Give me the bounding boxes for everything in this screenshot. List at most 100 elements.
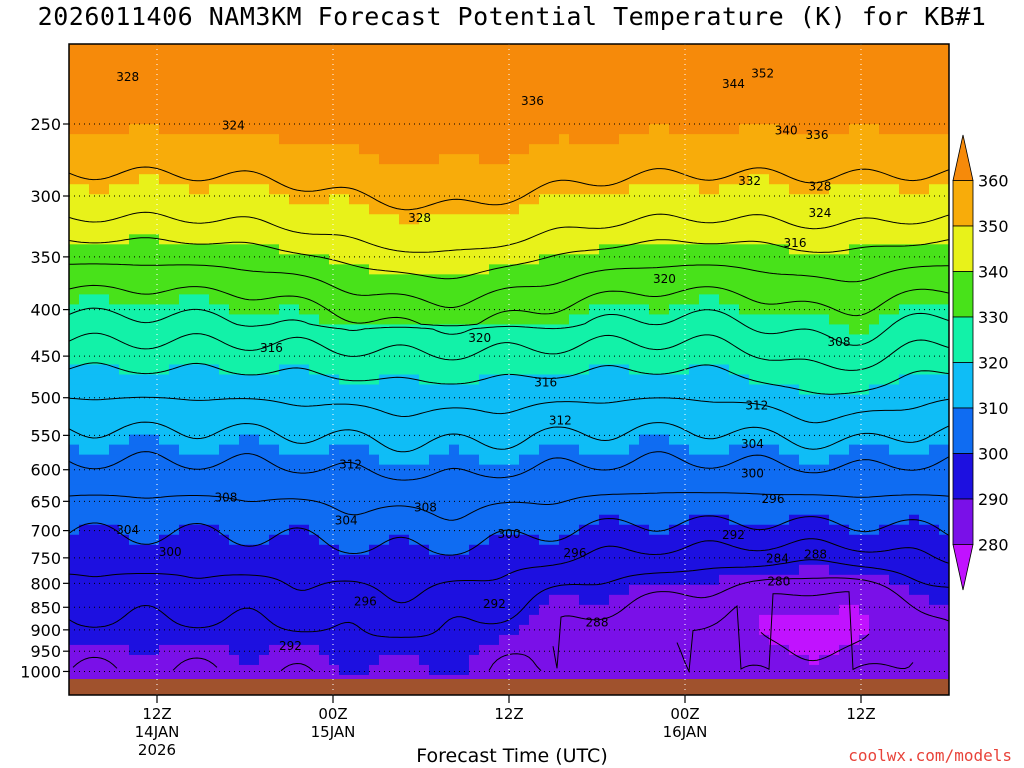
contour-label: 344 bbox=[722, 77, 745, 91]
contour-label: 292 bbox=[722, 528, 745, 542]
y-tick-label: 450 bbox=[30, 347, 61, 366]
contour-label: 320 bbox=[468, 331, 491, 345]
contour-label: 292 bbox=[483, 597, 506, 611]
contour-label: 304 bbox=[116, 523, 139, 537]
y-tick-label: 600 bbox=[30, 461, 61, 480]
y-tick-label: 400 bbox=[30, 301, 61, 320]
y-tick-label: 1000 bbox=[20, 662, 61, 681]
colorbar-label: 310 bbox=[978, 399, 1009, 418]
colorbar-segment bbox=[952, 271, 974, 318]
x-tick-label: 00Z bbox=[318, 705, 347, 723]
x-tick-date: 16JAN bbox=[663, 723, 708, 741]
y-tick-label: 800 bbox=[30, 574, 61, 593]
contour-labels: 328 336 344 352 324 340 336 332 328 324 328 316 320 3… bbox=[116, 67, 850, 654]
y-tick-label: 650 bbox=[30, 492, 61, 511]
grid-lines bbox=[69, 44, 949, 695]
y-tick-label: 950 bbox=[30, 642, 61, 661]
contour-line bbox=[69, 421, 949, 453]
contour-label: 284 bbox=[766, 551, 789, 565]
colorbar-segment bbox=[952, 180, 974, 227]
x-tick-label: 12Z bbox=[494, 705, 523, 723]
contour-label: 328 bbox=[808, 180, 831, 194]
contour-label: 288 bbox=[586, 615, 609, 629]
y-tick-label: 350 bbox=[30, 248, 61, 267]
x-tick-date: 14JAN bbox=[135, 723, 180, 741]
colorbar: 280 290 300 310 320 330 340 350 360 bbox=[952, 134, 1009, 591]
contour-label: 336 bbox=[521, 94, 544, 108]
colorbar-label: 320 bbox=[978, 354, 1009, 373]
contour-label: 300 bbox=[498, 527, 521, 541]
contour-line bbox=[69, 307, 949, 346]
y-tick-label: 500 bbox=[30, 389, 61, 408]
contour-label: 336 bbox=[806, 128, 829, 142]
ground-surface bbox=[69, 679, 949, 695]
y-tick-label: 700 bbox=[30, 522, 61, 541]
y-tick-label: 750 bbox=[30, 549, 61, 568]
contour-label: 324 bbox=[222, 119, 245, 133]
contour-label: 316 bbox=[260, 341, 283, 355]
contour-label: 280 bbox=[767, 574, 790, 588]
potential-temperature-fill bbox=[69, 44, 949, 695]
contour-label: 352 bbox=[751, 67, 774, 81]
contour-lines bbox=[69, 166, 949, 674]
colorbar-label: 280 bbox=[978, 536, 1009, 555]
contour-line bbox=[69, 166, 949, 211]
colorbar-segment bbox=[952, 225, 974, 272]
colorbar-segment bbox=[952, 316, 974, 363]
colorbar-segment bbox=[952, 407, 974, 454]
colorbar-label: 340 bbox=[978, 263, 1009, 282]
x-tick-label: 12Z bbox=[142, 705, 171, 723]
contour-line bbox=[69, 515, 949, 556]
colorbar-segment bbox=[952, 362, 974, 409]
contour-label: 304 bbox=[741, 437, 764, 451]
contour-label: 312 bbox=[339, 457, 362, 471]
y-tick-label: 850 bbox=[30, 598, 61, 617]
contour-label: 316 bbox=[534, 375, 557, 389]
x-tick-label: 00Z bbox=[670, 705, 699, 723]
contour-label: 320 bbox=[653, 272, 676, 286]
contour-label: 296 bbox=[564, 546, 587, 560]
contour-label: 288 bbox=[804, 548, 827, 562]
contour-line bbox=[69, 538, 949, 604]
plot-area: 328 336 344 352 324 340 336 332 328 324 328 316 320 3… bbox=[69, 44, 949, 695]
contour-label: 324 bbox=[808, 206, 831, 220]
contour-label: 332 bbox=[738, 174, 761, 188]
contour-line bbox=[69, 263, 949, 308]
colorbar-label: 330 bbox=[978, 308, 1009, 327]
y-tick-label: 900 bbox=[30, 621, 61, 640]
colorbar-segment bbox=[952, 453, 974, 500]
contour-label: 312 bbox=[549, 414, 572, 428]
contour-line bbox=[69, 492, 949, 521]
contour-line bbox=[760, 632, 870, 662]
y-tick-label: 300 bbox=[30, 187, 61, 206]
contour-label: 300 bbox=[159, 545, 182, 559]
contour-label: 296 bbox=[762, 492, 785, 506]
contour-label: 304 bbox=[335, 513, 358, 527]
chart-title: 2026011406 NAM3KM Forecast Potential Tem… bbox=[37, 2, 987, 31]
contour-label: 296 bbox=[354, 595, 377, 609]
contour-line bbox=[69, 451, 949, 481]
contour-label: 300 bbox=[741, 467, 764, 481]
y-axis: 250 300 350 400 450 500 550 600 650 700 750 800 850 9… bbox=[20, 115, 69, 681]
x-tick-label: 12Z bbox=[846, 705, 875, 723]
x-tick-year: 2026 bbox=[138, 741, 176, 759]
colorbar-label: 360 bbox=[978, 172, 1009, 191]
colorbar-label: 300 bbox=[978, 445, 1009, 464]
y-tick-label: 550 bbox=[30, 426, 61, 445]
contour-label: 312 bbox=[745, 399, 768, 413]
x-tick-date: 15JAN bbox=[311, 723, 356, 741]
contour-label: 308 bbox=[828, 335, 851, 349]
contour-label: 308 bbox=[214, 491, 237, 505]
y-tick-label: 250 bbox=[30, 115, 61, 134]
contour-line bbox=[676, 591, 914, 674]
contour-line bbox=[69, 284, 949, 327]
contour-label: 308 bbox=[414, 500, 437, 514]
colorbar-label: 290 bbox=[978, 490, 1009, 509]
contour-label: 316 bbox=[784, 236, 807, 250]
contour-label: 340 bbox=[775, 123, 798, 137]
contour-line bbox=[69, 396, 949, 424]
x-axis-label: Forecast Time (UTC) bbox=[416, 745, 608, 767]
colorbar-segment bbox=[952, 498, 974, 545]
